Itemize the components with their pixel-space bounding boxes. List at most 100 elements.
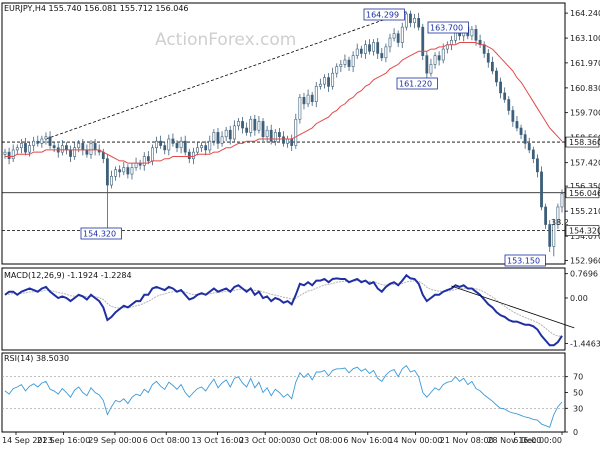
candle-body [368,44,371,52]
candle-body [490,61,494,72]
candle-body [327,77,330,87]
price-tick-label: 159.700 [570,109,600,118]
candle-body [343,59,347,65]
candle-body [380,53,384,59]
candle-body [278,132,281,138]
candle-body [286,138,289,144]
candle-body [7,151,11,160]
candle-body [175,143,179,149]
candle-body [32,140,36,146]
candle-body [523,134,527,144]
candle-body [93,143,97,151]
candle-body [101,151,105,160]
price-tick-label: 161.970 [570,59,600,68]
annotation-box [504,254,546,267]
candle-body [126,167,130,175]
price-level-label: 154.320 [569,227,600,236]
rsi-tick-label: 50 [573,389,583,398]
candle-body [392,33,396,39]
candle-body [73,147,77,157]
candle-body [421,26,425,56]
candle-body [249,118,253,133]
annotation-label: 163.700 [430,24,463,33]
candle-body [323,77,326,85]
candle-body [110,175,113,186]
candle-body [437,55,441,61]
candle-body [396,33,400,43]
candle-body [245,127,249,133]
candle-body [179,140,183,149]
rsi-tick-label: 70 [573,373,583,382]
price-tick-label: 152.960 [570,256,600,265]
x-tick-label: 14 Sep 2023 [2,436,53,445]
axes: 164.240163.100161.970160.830159.700158.5… [2,9,600,445]
candle-body [413,18,416,24]
candle-body [450,39,453,45]
candle-body [183,140,187,153]
macd-trendline [451,285,575,329]
candle-body [232,125,236,140]
candle-body [228,129,232,140]
price-tick-label: 164.240 [570,9,600,18]
candle-body [159,140,163,146]
annotation-label: 164.299 [366,11,399,20]
candle-body [372,42,376,52]
candle-body [318,83,322,87]
macd-frame [1,267,566,351]
candle-body [441,48,445,61]
candle-body [548,224,552,247]
x-tick-label: 29 Sep 00:00 [88,436,141,445]
candle-body [52,145,56,149]
candle-body [503,92,507,100]
candle-body [339,64,343,67]
price-level-label: 158.360 [569,138,600,147]
candle-body [3,151,7,155]
candle-body [253,118,257,131]
candle-body [347,59,351,67]
x-tick-label: 6 Oct 08:00 [143,436,190,445]
candle-body [499,81,502,94]
x-tick-label: 13 Oct 16:00 [191,436,243,445]
candle-body [36,140,40,144]
candle-body [191,151,195,160]
candle-body [220,136,224,144]
candle-body [151,147,154,162]
candle-body [60,145,64,153]
annotation-label: 153.150 [507,257,540,266]
candle-body [409,13,412,24]
candle-body [89,143,93,155]
candle-body [355,48,359,56]
candle-body [118,169,122,173]
rsi-tick-label: 30 [573,404,583,413]
annotation-box [363,8,405,21]
candle-body [85,149,89,155]
candle-body [269,129,273,142]
candle-body [486,53,490,63]
candle-body [200,145,203,149]
candle-body [114,169,117,177]
candle-body [142,156,146,166]
x-tick-label: 28 Nov 16:00 [487,436,541,445]
candle-body [474,29,478,41]
candle-body [273,132,277,142]
annotation-box [80,227,122,240]
candle-body [310,94,314,102]
candle-body [556,206,560,225]
candle-body [351,55,355,67]
x-tick-label: 14 Nov 00:00 [388,436,442,445]
candle-body [376,42,380,54]
candle-body [495,70,498,83]
candle-body [531,149,535,160]
candle-body [552,224,556,247]
candle-body [540,171,543,208]
candle-body [470,29,474,37]
candle-body [122,167,126,173]
candle-body [257,121,261,131]
annotation-label: 154.320 [83,230,116,239]
candle-body [40,138,44,144]
candle-body [331,72,335,87]
annotation-box [427,21,469,34]
candle-body [282,136,285,144]
candle-body [134,162,138,168]
